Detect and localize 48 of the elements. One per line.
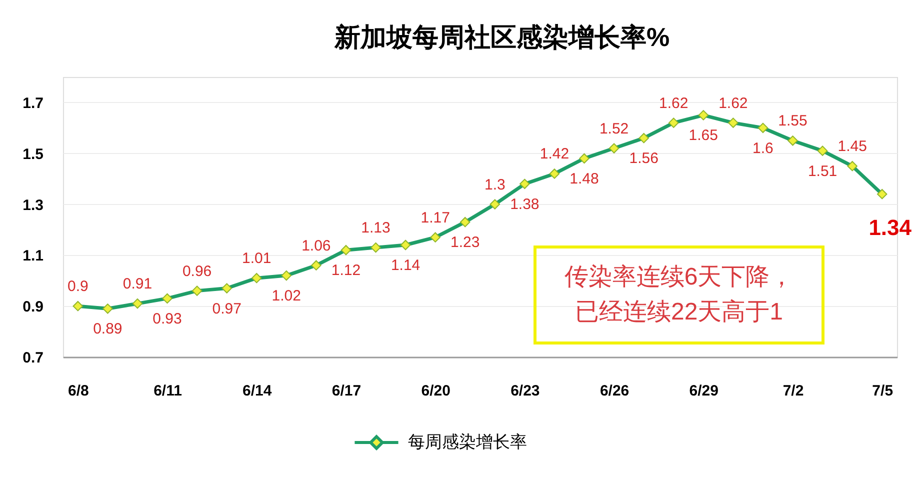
annotation: 传染率连续6天下降， — [564, 264, 794, 290]
y-tick-label: 1.1 — [22, 248, 44, 265]
x-tick-label: 6/26 — [600, 382, 630, 400]
data-label: 0.93 — [152, 310, 182, 328]
data-label: 1.56 — [629, 150, 658, 168]
legend-label: 每周感染增长率 — [408, 432, 527, 452]
data-label: 0.96 — [182, 262, 212, 280]
y-tick-label: 1.5 — [22, 146, 44, 163]
data-label: 1.02 — [272, 288, 301, 305]
x-tick-label: 6/8 — [68, 382, 89, 400]
y-tick-label: 0.9 — [22, 298, 44, 316]
data-label: 1.6 — [752, 140, 774, 157]
data-label: 0.9 — [67, 278, 88, 296]
data-label: 1.14 — [390, 257, 420, 274]
x-tick-label: 6/20 — [421, 382, 450, 400]
data-label: 0.91 — [122, 276, 152, 293]
annotation: 已经连续22天高于1 — [574, 298, 784, 326]
y-tick-label: 1.7 — [22, 94, 44, 112]
data-label: 1.62 — [659, 94, 688, 112]
y-tick-label: 1.3 — [22, 196, 44, 214]
chart-title: 新加坡每周社区感染增长率% — [333, 22, 670, 52]
data-label: 1.52 — [599, 120, 629, 138]
data-label: 0.89 — [93, 320, 122, 338]
data-label: 1.13 — [361, 220, 390, 237]
data-label: 1.55 — [778, 112, 808, 130]
x-tick-label: 7/2 — [782, 382, 804, 400]
data-label: 1.17 — [420, 209, 450, 226]
data-label: 1.62 — [718, 94, 748, 112]
data-label: 1.42 — [540, 146, 570, 163]
data-label: 1.23 — [450, 234, 480, 252]
x-tick-label: 6/14 — [242, 382, 272, 400]
data-label: 1.51 — [808, 162, 838, 180]
x-tick-label: 7/5 — [872, 382, 894, 400]
data-label: 1.38 — [510, 196, 540, 213]
x-tick-label: 6/23 — [510, 382, 540, 400]
x-tick-label: 6/17 — [332, 382, 362, 400]
data-label: 1.12 — [331, 262, 361, 280]
data-label: 1.48 — [570, 170, 599, 188]
data-label: 0.97 — [212, 300, 242, 318]
data-label: 1.45 — [838, 138, 867, 156]
x-tick-label: 6/29 — [689, 382, 718, 400]
data-label: 1.01 — [242, 250, 272, 268]
data-label: 1.65 — [688, 127, 718, 144]
x-tick-label: 6/11 — [154, 382, 182, 400]
data-label: 1.34 — [868, 215, 912, 240]
y-tick-label: 0.7 — [22, 350, 44, 366]
data-label: 1.3 — [484, 176, 506, 194]
data-label: 1.06 — [302, 237, 331, 254]
